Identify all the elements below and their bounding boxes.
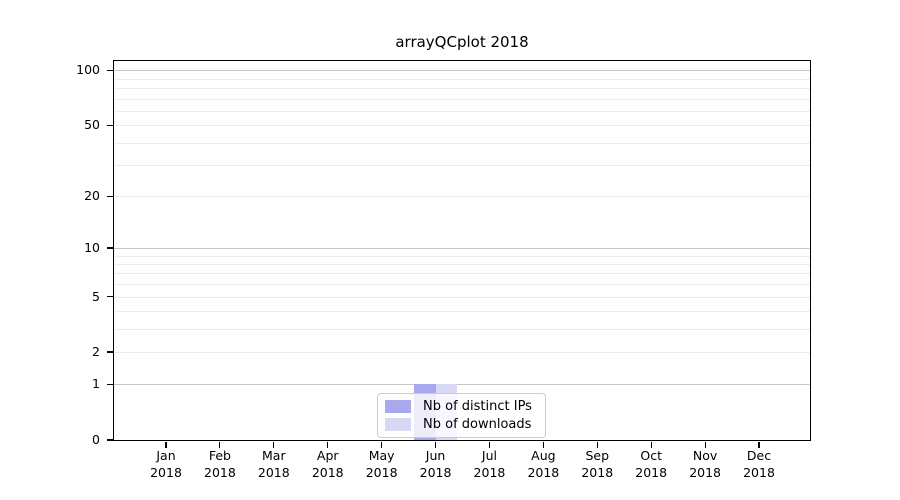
y-tick-20 — [106, 195, 113, 197]
gridline-minor-20 — [114, 196, 810, 198]
x-tick-jul-2018 — [488, 441, 491, 448]
gridline-minor-30 — [114, 164, 810, 166]
y-tick-10 — [106, 247, 113, 249]
x-tick-label-apr-2018: Apr 2018 — [311, 448, 344, 480]
gridline-minor-80 — [114, 88, 810, 90]
x-tick-label-mar-2018: Mar 2018 — [257, 448, 290, 480]
legend-entry-downloads: Nb of downloads — [385, 416, 538, 433]
x-tick-label-nov-2018: Nov 2018 — [689, 448, 721, 480]
plot-area: Nb of distinct IPs Nb of downloads 100 50… — [76, 60, 811, 480]
legend-swatch-distinct-ips — [385, 400, 411, 413]
x-tick-jun-2018 — [434, 441, 437, 448]
y-tick-0 — [106, 439, 113, 441]
y-tick-label-20: 20 — [84, 188, 100, 204]
y-tick-label-0: 0 — [92, 432, 100, 447]
legend-label-distinct-ips: Nb of distinct IPs — [423, 399, 532, 414]
x-tick-oct-2018 — [650, 441, 652, 448]
y-tick-label-5: 5 — [92, 288, 100, 304]
x-tick-label-may-2018: May 2018 — [365, 448, 398, 480]
gridline-major-100 — [114, 70, 810, 72]
y-tick-100 — [106, 69, 113, 71]
y-tick-2 — [106, 351, 113, 353]
x-tick-label-jul-2018: Jul 2018 — [473, 448, 506, 480]
y-tick-label-2: 2 — [92, 344, 100, 360]
y-tick-label-100: 100 — [76, 62, 100, 78]
gridline-minor-8 — [114, 264, 810, 266]
legend-entry-distinct-ips: Nb of distinct IPs — [385, 398, 538, 415]
gridline-minor-90 — [114, 78, 810, 80]
x-tick-sep-2018 — [596, 441, 598, 448]
gridline-minor-3 — [114, 328, 810, 330]
gridline-major-10 — [114, 247, 810, 249]
y-tick-label-50: 50 — [84, 117, 100, 133]
x-tick-mar-2018 — [273, 441, 275, 448]
x-tick-label-sep-2018: Sep 2018 — [581, 448, 614, 480]
x-tick-jan-2018 — [165, 441, 167, 448]
gridline-minor-50 — [114, 125, 810, 127]
x-tick-apr-2018 — [327, 441, 329, 448]
gridline-minor-40 — [114, 142, 810, 144]
legend-swatch-downloads — [385, 418, 411, 431]
legend: Nb of distinct IPs Nb of downloads — [377, 393, 546, 438]
chart-title: arrayQCplot 2018 — [395, 33, 529, 51]
gridline-minor-2 — [114, 352, 810, 354]
x-tick-label-oct-2018: Oct 2018 — [635, 448, 668, 480]
y-tick-50 — [106, 124, 113, 126]
gridline-minor-70 — [114, 98, 810, 100]
y-tick-label-10: 10 — [84, 239, 100, 255]
x-tick-aug-2018 — [542, 441, 544, 448]
x-tick-label-aug-2018: Aug 2018 — [527, 448, 560, 480]
gridline-minor-5 — [114, 296, 810, 298]
x-tick-label-feb-2018: Feb 2018 — [204, 448, 236, 480]
x-tick-feb-2018 — [219, 441, 221, 448]
gridline-minor-60 — [114, 110, 810, 112]
y-tick-5 — [106, 295, 113, 298]
gridline-major-1 — [114, 384, 810, 386]
x-tick-label-jun-2018: Jun 2018 — [419, 448, 452, 480]
x-tick-dec-2018 — [758, 441, 760, 448]
x-tick-label-jan-2018: Jan 2018 — [150, 448, 182, 480]
x-tick-may-2018 — [381, 441, 383, 448]
gridline-minor-9 — [114, 255, 810, 257]
x-tick-label-dec-2018: Dec 2018 — [743, 448, 775, 480]
gridline-minor-6 — [114, 284, 810, 286]
gridline-minor-7 — [114, 273, 810, 275]
y-tick-label-1: 1 — [92, 376, 100, 392]
x-tick-nov-2018 — [704, 441, 706, 448]
gridline-minor-4 — [114, 311, 810, 313]
legend-label-downloads: Nb of downloads — [423, 417, 532, 432]
y-tick-1 — [106, 383, 113, 386]
